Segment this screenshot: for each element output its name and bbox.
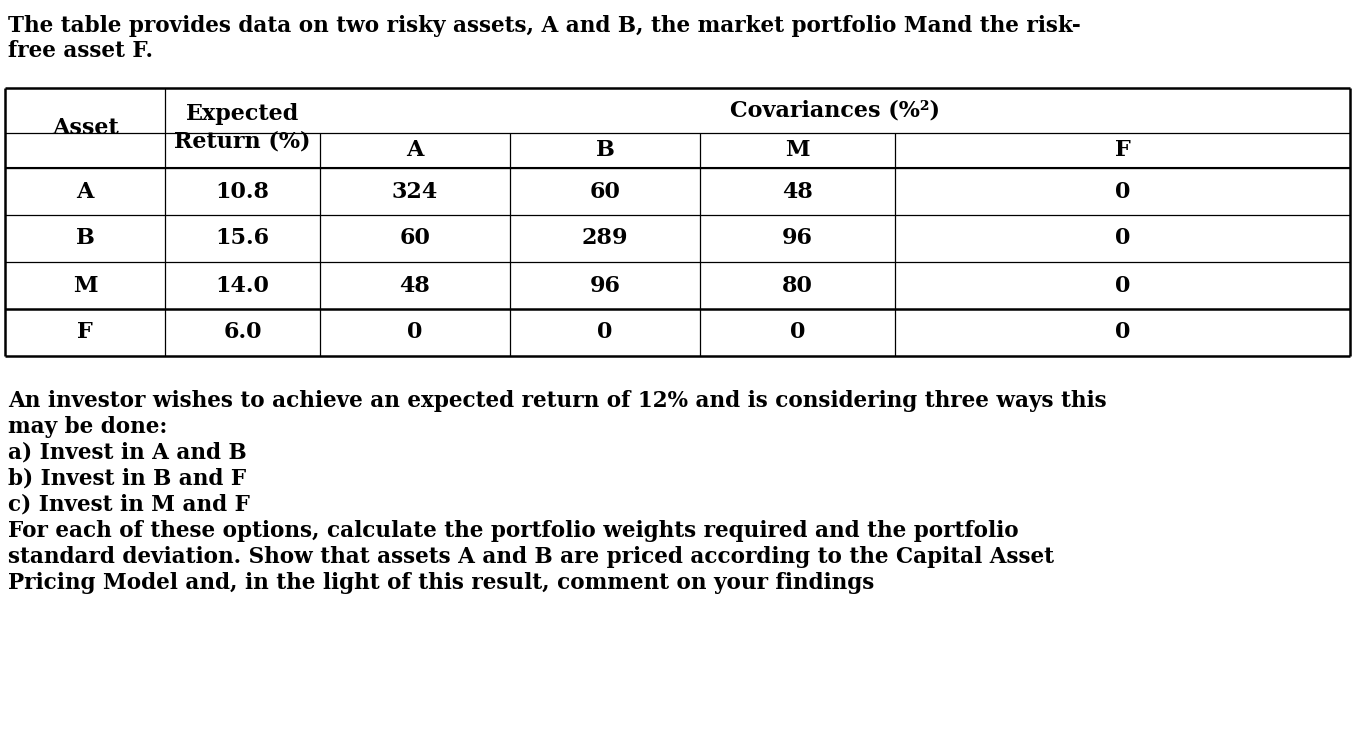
Text: For each of these options, calculate the portfolio weights required and the port: For each of these options, calculate the… (8, 520, 1018, 542)
Text: 60: 60 (400, 228, 430, 250)
Text: 10.8: 10.8 (216, 180, 270, 202)
Text: A: A (407, 139, 423, 161)
Text: Covariances (%²): Covariances (%²) (730, 99, 940, 121)
Text: An investor wishes to achieve an expected return of 12% and is considering three: An investor wishes to achieve an expecte… (8, 390, 1106, 412)
Text: M: M (785, 139, 810, 161)
Text: 0: 0 (789, 321, 805, 344)
Text: 60: 60 (590, 180, 621, 202)
Text: 0: 0 (1115, 274, 1130, 296)
Text: B: B (76, 228, 95, 250)
Text: The table provides data on two risky assets, A and B, the market portfolio Mand : The table provides data on two risky ass… (8, 15, 1081, 37)
Text: Pricing Model and, in the light of this result, comment on your findings: Pricing Model and, in the light of this … (8, 572, 875, 594)
Text: 96: 96 (782, 228, 814, 250)
Text: 324: 324 (392, 180, 438, 202)
Text: free asset F.: free asset F. (8, 40, 153, 62)
Text: Expected
Return (%): Expected Return (%) (175, 104, 311, 153)
Text: 48: 48 (400, 274, 430, 296)
Text: M: M (73, 274, 98, 296)
Text: F: F (77, 321, 92, 344)
Text: 6.0: 6.0 (224, 321, 262, 344)
Text: a) Invest in A and B: a) Invest in A and B (8, 442, 247, 464)
Text: 0: 0 (1115, 321, 1130, 344)
Text: may be done:: may be done: (8, 416, 167, 438)
Text: Asset: Asset (52, 117, 118, 139)
Text: 14.0: 14.0 (216, 274, 270, 296)
Text: B: B (595, 139, 614, 161)
Text: 0: 0 (1115, 228, 1130, 250)
Text: 289: 289 (582, 228, 628, 250)
Text: 96: 96 (590, 274, 621, 296)
Text: c) Invest in M and F: c) Invest in M and F (8, 494, 250, 516)
Text: b) Invest in B and F: b) Invest in B and F (8, 468, 247, 490)
Text: standard deviation. Show that assets A and B are priced according to the Capital: standard deviation. Show that assets A a… (8, 546, 1054, 568)
Text: 0: 0 (1115, 180, 1130, 202)
Text: A: A (76, 180, 94, 202)
Text: F: F (1115, 139, 1131, 161)
Text: 0: 0 (597, 321, 613, 344)
Text: 80: 80 (782, 274, 814, 296)
Text: 0: 0 (407, 321, 423, 344)
Text: 15.6: 15.6 (216, 228, 270, 250)
Text: 48: 48 (782, 180, 814, 202)
